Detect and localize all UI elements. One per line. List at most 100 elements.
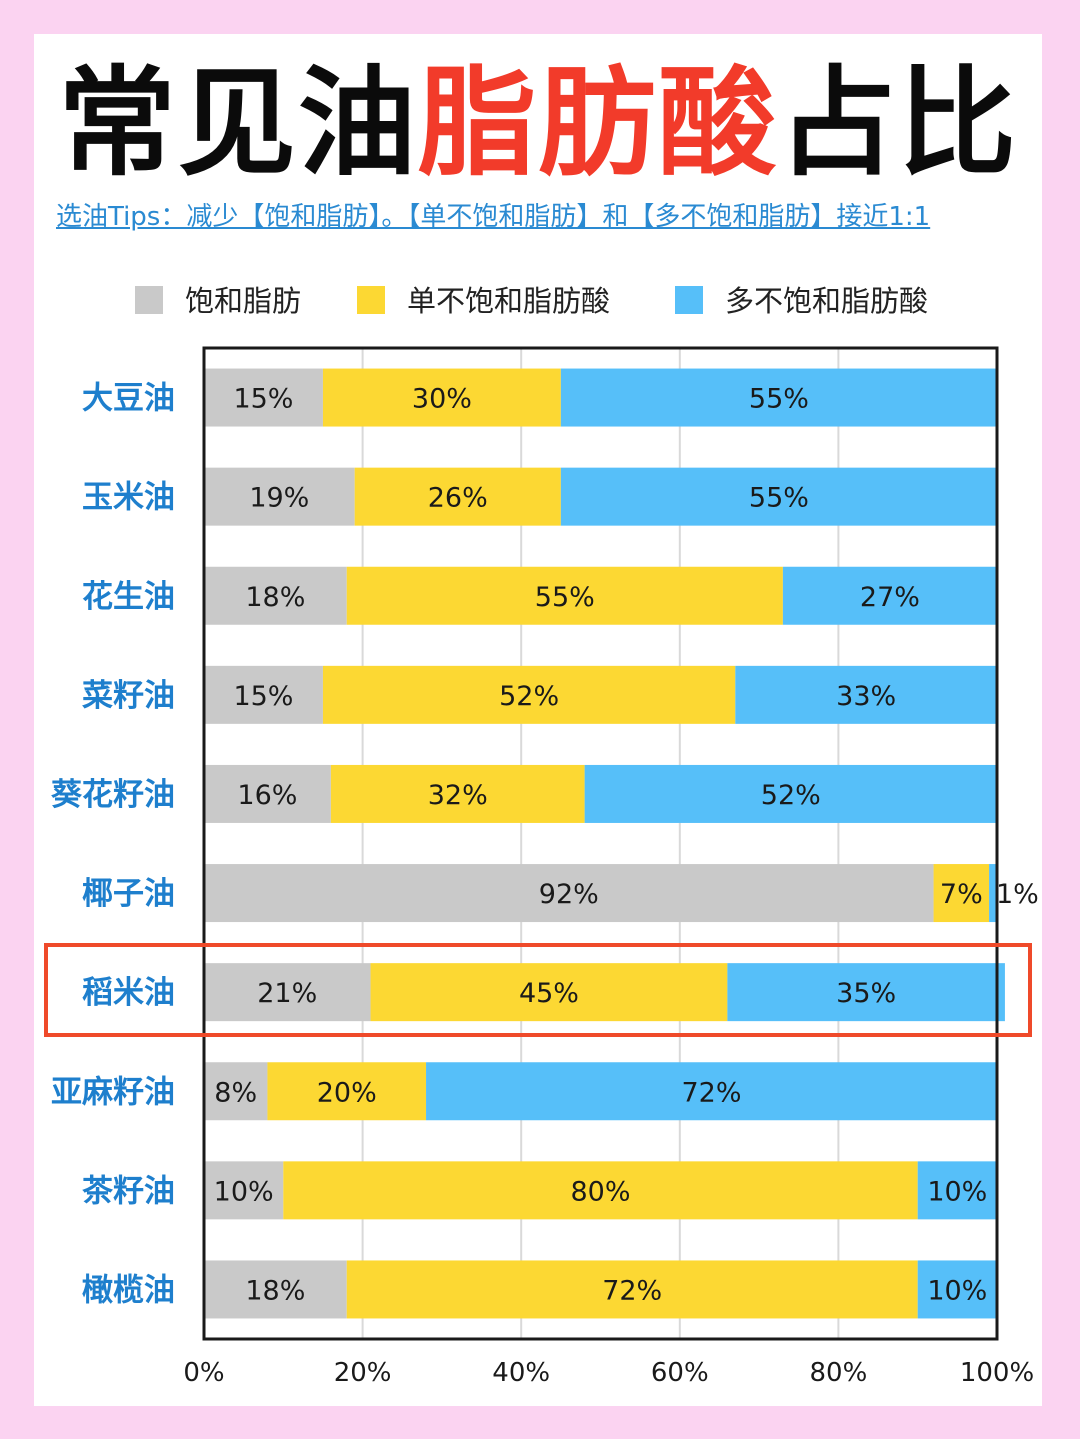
bar-segment-mono xyxy=(933,864,990,923)
x-tick-label: 40% xyxy=(492,1358,550,1388)
category-label: 大豆油 xyxy=(82,381,175,417)
legend-swatch-mono xyxy=(357,286,385,314)
chart-bars: 15% 30% 55% 19% 26% 55% 18% 55% 27% 15% 52% 33% 16% 3… xyxy=(204,368,1039,1319)
value-label-poly: 55% xyxy=(749,483,809,514)
value-label-saturated: 21% xyxy=(257,978,317,1009)
category-label: 花生油 xyxy=(82,579,175,615)
bar-row-3: 15% 52% 33% xyxy=(204,665,997,724)
value-label-saturated: 92% xyxy=(539,879,599,910)
category-label: 葵花籽油 xyxy=(51,777,175,813)
value-label-poly: 33% xyxy=(836,681,896,712)
value-label-mono: 80% xyxy=(570,1176,630,1207)
value-label-mono: 72% xyxy=(602,1275,662,1306)
page-title: 常见油脂肪酸占比 xyxy=(34,48,1042,198)
bar-segment-saturated xyxy=(204,665,323,724)
bar-segment-mono xyxy=(354,467,561,526)
bar-segment-poly xyxy=(782,566,997,625)
x-tick-label: 80% xyxy=(810,1358,868,1388)
bar-segment-saturated xyxy=(204,864,934,923)
category-label: 橄榄油 xyxy=(82,1272,175,1308)
value-label-saturated: 18% xyxy=(245,1275,305,1306)
value-label-poly: 52% xyxy=(761,780,821,811)
highlight-box xyxy=(44,943,1032,1037)
value-label-saturated: 19% xyxy=(249,483,309,514)
bar-segment-poly xyxy=(426,1062,997,1121)
x-tick-label: 20% xyxy=(334,1358,392,1388)
x-axis-ticks: 0% 20% 40% 60% 80% 100% xyxy=(183,1358,1034,1388)
bar-row-9: 18% 72% 10% xyxy=(204,1260,997,1319)
value-label-saturated: 16% xyxy=(237,780,297,811)
x-tick-label: 60% xyxy=(651,1358,709,1388)
value-label-saturated: 8% xyxy=(214,1077,257,1108)
value-label-mono: 20% xyxy=(317,1077,377,1108)
category-label: 亚麻籽油 xyxy=(51,1074,175,1110)
bar-row-7: 8% 20% 72% xyxy=(204,1062,997,1121)
bar-segment-mono xyxy=(346,566,783,625)
bar-segment-poly xyxy=(989,864,997,923)
value-label-mono: 26% xyxy=(428,483,488,514)
value-label-poly: 55% xyxy=(749,384,809,415)
bar-row-5: 92% 7% 1% xyxy=(204,864,1039,923)
x-tick-label: 0% xyxy=(183,1358,224,1388)
legend-label-mono: 单不饱和脂肪酸 xyxy=(407,284,610,318)
value-label-mono: 7% xyxy=(940,879,983,910)
bar-row-1: 19% 26% 55% xyxy=(204,467,997,526)
bar-segment-saturated xyxy=(204,467,355,526)
bar-segment-saturated xyxy=(204,566,347,625)
bar-segment-poly xyxy=(735,665,997,724)
category-label: 稻米油 xyxy=(82,975,175,1011)
category-label: 玉米油 xyxy=(82,480,175,516)
bar-segment-mono xyxy=(322,665,736,724)
bar-segment-saturated xyxy=(204,963,371,1022)
bar-segment-saturated xyxy=(204,1260,347,1319)
x-tick-label: 100% xyxy=(960,1358,1034,1388)
value-label-poly: 35% xyxy=(836,978,896,1009)
value-label-saturated: 18% xyxy=(245,582,305,613)
value-label-poly: 72% xyxy=(682,1077,742,1108)
tips-subtitle: 选油Tips：减少【饱和脂肪】。【单不饱和脂肪】和【多不饱和脂肪】接近1:1 xyxy=(56,202,931,232)
plot-frame xyxy=(202,346,999,1341)
category-label: 椰子油 xyxy=(82,876,175,912)
value-label-poly: 10% xyxy=(927,1176,987,1207)
value-label-poly: 10% xyxy=(927,1275,987,1306)
bar-segment-poly xyxy=(727,963,1005,1022)
category-label: 茶籽油 xyxy=(82,1173,175,1209)
bar-row-6: 21% 45% 35% xyxy=(204,963,1005,1022)
bar-segment-poly xyxy=(584,764,997,823)
bar-segment-saturated xyxy=(204,764,331,823)
value-label-poly: 1% xyxy=(996,879,1039,910)
legend-label-saturated: 饱和脂肪 xyxy=(185,284,301,318)
value-label-poly: 27% xyxy=(860,582,920,613)
bar-segment-mono xyxy=(346,1260,918,1319)
bar-row-4: 16% 32% 52% xyxy=(204,764,997,823)
bar-segment-saturated xyxy=(204,1062,268,1121)
title-part-ratio: 占比 xyxy=(778,54,1019,192)
bar-segment-poly xyxy=(560,368,997,427)
legend-swatch-saturated xyxy=(135,286,163,314)
bar-segment-mono xyxy=(322,368,561,427)
value-label-saturated: 10% xyxy=(214,1176,274,1207)
bar-row-8: 10% 80% 10% xyxy=(204,1161,997,1220)
bar-segment-saturated xyxy=(204,368,323,427)
bar-row-2: 18% 55% 27% xyxy=(204,566,997,625)
chart-legend: 饱和脂肪 单不饱和脂肪酸 多不饱和脂肪酸 xyxy=(135,284,928,318)
bar-segment-saturated xyxy=(204,1161,284,1220)
legend-label-poly: 多不饱和脂肪酸 xyxy=(725,284,928,318)
bar-segment-poly xyxy=(560,467,997,526)
bar-segment-mono xyxy=(267,1062,427,1121)
bar-segment-poly xyxy=(917,1161,997,1220)
value-label-saturated: 15% xyxy=(233,384,293,415)
category-label: 菜籽油 xyxy=(82,678,175,714)
legend-swatch-poly xyxy=(675,286,703,314)
bar-row-0: 15% 30% 55% xyxy=(204,368,997,427)
value-label-saturated: 15% xyxy=(233,681,293,712)
bar-segment-mono xyxy=(283,1161,918,1220)
title-part-common-oils: 常见油 xyxy=(57,54,418,192)
value-label-mono: 55% xyxy=(535,582,595,613)
value-label-mono: 30% xyxy=(412,384,472,415)
bar-segment-mono xyxy=(330,764,585,823)
bar-segment-poly xyxy=(917,1260,997,1319)
value-label-mono: 45% xyxy=(519,978,579,1009)
